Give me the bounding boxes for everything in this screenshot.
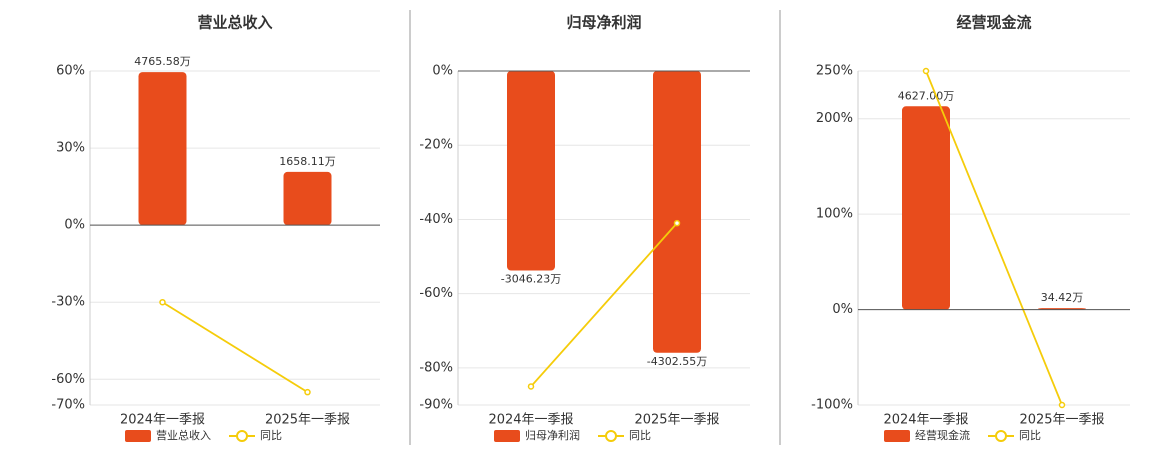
y-tick-label: 200% <box>816 111 853 126</box>
y-tick-label: -60% <box>51 372 85 387</box>
y-tick-label: 30% <box>56 141 85 156</box>
legend-swatch <box>884 430 910 442</box>
x-tick-label: 2025年一季报 <box>634 413 719 428</box>
point <box>159 298 166 306</box>
x-tick-label: 2024年一季报 <box>488 413 573 428</box>
y-tick-label: -100% <box>811 398 853 413</box>
legend-marker <box>236 430 248 442</box>
value-label: -3046.23万 <box>501 272 561 285</box>
value-label: 34.42万 <box>1041 291 1084 304</box>
bar <box>902 106 950 310</box>
y-tick-label: -60% <box>419 286 453 301</box>
legend-label: 归母净利润 <box>525 428 580 442</box>
legend-marker <box>605 430 617 442</box>
y-tick-label: -70% <box>51 398 85 413</box>
legend-label: 同比 <box>260 429 282 442</box>
x-tick-label: 2025年一季报 <box>1019 413 1104 428</box>
chart-title: 归母净利润 <box>566 14 641 32</box>
point <box>304 388 311 396</box>
chart-title: 营业总收入 <box>197 14 272 32</box>
y-tick-label: -20% <box>419 138 453 153</box>
bar <box>138 72 187 226</box>
y-tick-label: 0% <box>832 302 853 317</box>
y-tick-label: -90% <box>419 398 453 413</box>
legend-label: 营业总收入 <box>156 428 211 442</box>
line <box>530 222 678 388</box>
x-tick-label: 2024年一季报 <box>120 413 205 428</box>
legend-swatch <box>125 430 151 442</box>
point <box>527 383 535 390</box>
legend-label: 同比 <box>629 429 651 442</box>
point <box>673 219 681 227</box>
value-label: 4765.58万 <box>134 55 191 68</box>
x-tick-label: 2024年一季报 <box>883 413 968 428</box>
value-label: 4627.00万 <box>898 89 955 102</box>
line <box>925 70 1063 406</box>
legend-label: 经营现金流 <box>915 428 970 442</box>
y-tick-label: -40% <box>419 212 453 227</box>
x-tick-label: 2025年一季报 <box>265 413 350 428</box>
y-tick-label: -80% <box>419 360 453 375</box>
bar <box>283 171 332 226</box>
y-tick-label: 0% <box>432 64 453 79</box>
bar <box>653 71 701 353</box>
y-tick-label: 60% <box>56 64 85 79</box>
value-label: 1658.11万 <box>279 155 336 168</box>
chart-title: 经营现金流 <box>956 14 1031 32</box>
bar <box>507 71 555 271</box>
legend-label: 同比 <box>1019 429 1041 442</box>
y-tick-label: 0% <box>64 218 85 233</box>
y-tick-label: -30% <box>51 295 85 310</box>
point <box>922 67 930 75</box>
legend-marker <box>995 430 1007 442</box>
y-tick-label: 250% <box>816 64 853 79</box>
legend-swatch <box>494 430 520 442</box>
line <box>162 301 308 393</box>
value-label: -4302.55万 <box>647 355 707 368</box>
point <box>1058 401 1066 409</box>
y-tick-label: 100% <box>816 207 853 222</box>
